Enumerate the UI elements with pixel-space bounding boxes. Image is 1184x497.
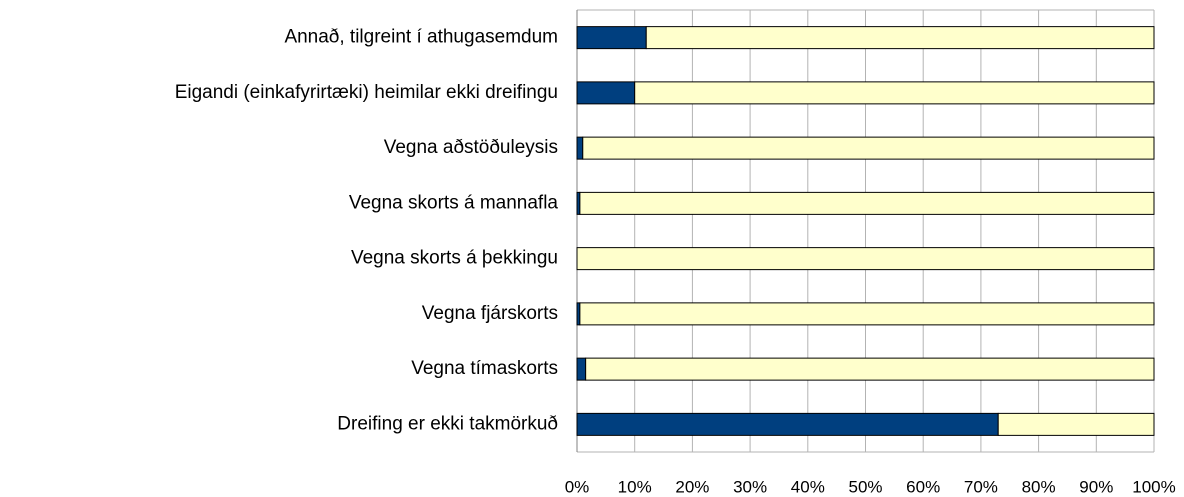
bar-segment xyxy=(576,247,1155,271)
bar-segment xyxy=(997,412,1155,436)
bar-segment xyxy=(576,136,584,160)
x-tick-label: 60% xyxy=(906,477,940,496)
x-tick-label: 10% xyxy=(618,477,652,496)
bar-segment xyxy=(634,81,1155,105)
bar-segment xyxy=(582,136,1155,160)
category-label: Vegna skorts á þekkingu xyxy=(351,248,558,269)
x-tick-label: 50% xyxy=(848,477,882,496)
bar-segment xyxy=(576,81,636,105)
x-tick-label: 70% xyxy=(964,477,998,496)
category-label: Vegna tímaskorts xyxy=(411,358,558,379)
x-tick-label: 40% xyxy=(791,477,825,496)
category-label: Dreifing er ekki takmörkuð xyxy=(337,413,558,434)
category-label: Eigandi (einkafyrirtæki) heimilar ekki d… xyxy=(175,82,558,103)
category-label: Vegna fjárskorts xyxy=(422,303,558,324)
x-tick-label: 0% xyxy=(565,477,590,496)
category-label: Vegna aðstöðuleysis xyxy=(384,137,558,158)
x-tick-label: 100% xyxy=(1132,477,1175,496)
bar-segment xyxy=(645,26,1155,50)
bar-segment xyxy=(576,26,647,50)
category-label: Annað, tilgreint í athugasemdum xyxy=(284,27,558,48)
bar-segment xyxy=(579,302,1155,326)
bar-segment xyxy=(576,357,587,381)
x-tick-label: 30% xyxy=(733,477,767,496)
bar-segment xyxy=(576,412,999,436)
x-tick-label: 90% xyxy=(1079,477,1113,496)
x-tick-label: 80% xyxy=(1022,477,1056,496)
bar-segment xyxy=(585,357,1155,381)
x-tick-label: 20% xyxy=(675,477,709,496)
category-label: Vegna skorts á mannafla xyxy=(349,192,559,213)
bar-segment xyxy=(579,191,1155,215)
